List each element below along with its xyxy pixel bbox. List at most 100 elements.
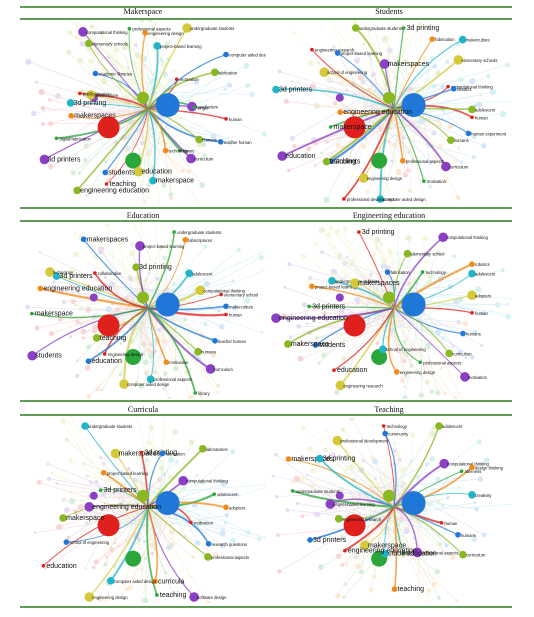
makerspace-hub-node [97, 514, 120, 537]
term-node [455, 531, 461, 538]
network-link [147, 305, 227, 311]
term-node [174, 77, 179, 81]
panel-title: Makerspace [123, 7, 163, 16]
term-label: technology [426, 270, 447, 275]
term-node [459, 469, 464, 473]
term-label: engineering design [148, 31, 184, 36]
students-hub-node [401, 491, 426, 516]
term-label: project-based learning [315, 284, 357, 289]
term-node [379, 345, 387, 353]
term-label: adolescent [475, 272, 496, 277]
students-hub-node [401, 292, 426, 317]
term-node [342, 197, 346, 201]
term-node [384, 269, 391, 275]
term-label: elementary schools [92, 41, 128, 46]
term-label: adolescent [192, 271, 213, 276]
term-node [328, 277, 336, 285]
term-node [119, 379, 129, 389]
term-label: professional aspects [423, 360, 461, 365]
term-node [59, 514, 67, 522]
network-link [393, 307, 466, 378]
term-label: humans [201, 350, 216, 355]
term-node [343, 548, 347, 553]
term-label: manufacture [195, 105, 219, 110]
term-node [381, 424, 386, 428]
term-label: labscriptures [188, 238, 212, 243]
term-node [84, 502, 95, 512]
term-label: fabrication [165, 451, 185, 456]
term-label: design thinking [475, 465, 504, 470]
term-node [399, 158, 406, 164]
network-link [344, 506, 395, 552]
term-node [332, 435, 343, 446]
term-node [85, 358, 92, 364]
term-node [307, 537, 313, 543]
term-label: engineering education [80, 187, 149, 194]
term-label: makerculture [94, 93, 119, 98]
term-label: undergraduate students [88, 424, 132, 429]
network-link [281, 107, 395, 157]
network-link [319, 457, 395, 508]
term-node [39, 154, 50, 165]
network-link [393, 236, 444, 309]
makerspace-hub-node [97, 314, 120, 337]
term-node [80, 236, 87, 243]
network-link [393, 506, 464, 556]
term-node [195, 135, 203, 144]
network-link [44, 108, 149, 161]
co-occurrence-network: motivation research questions professional… [33, 418, 266, 603]
network-link [393, 88, 454, 110]
term-node [332, 368, 336, 373]
network-link [49, 271, 149, 309]
network-link [88, 307, 149, 362]
term-node [185, 269, 194, 278]
term-node [469, 464, 475, 471]
section-divider [20, 220, 512, 222]
network-link [393, 38, 433, 110]
term-label: computational thinking [447, 462, 489, 467]
term-label: engineering education [43, 285, 112, 292]
network-link [393, 108, 447, 167]
term-node [224, 117, 228, 121]
term-label: professional aspects [420, 550, 458, 555]
term-label: undergraduate students [190, 26, 234, 31]
term-node [429, 36, 436, 42]
term-label: fabrication [435, 37, 455, 42]
term-node [92, 334, 101, 342]
term-label: professional aspects [132, 27, 170, 32]
term-label: education [337, 367, 367, 374]
term-label: technology [169, 149, 190, 154]
term-node [159, 450, 166, 457]
term-label: digital fabrication [59, 136, 91, 141]
term-node [52, 272, 61, 280]
network-link [393, 506, 398, 590]
term-label: education [46, 563, 76, 570]
network-link [343, 108, 395, 200]
network-link [292, 489, 394, 508]
term-label: school of engineering [386, 347, 426, 352]
students-hub-node [155, 93, 180, 118]
network-link [147, 231, 175, 309]
section-divider [20, 6, 512, 8]
term-node [152, 578, 158, 585]
term-label: 3d printers [47, 156, 81, 163]
network-link [325, 107, 395, 163]
term-node [198, 444, 207, 453]
term-node [335, 380, 346, 391]
term-node [467, 290, 477, 301]
term-label: humans [461, 533, 476, 538]
term-node [41, 564, 46, 568]
teaching-hub-node [137, 291, 149, 304]
term-label: education [91, 358, 121, 365]
term-label: makerspaces [291, 456, 333, 463]
term-node [309, 283, 315, 290]
term-label: adopters [475, 293, 491, 298]
term-label: 3d printers [104, 487, 138, 494]
term-label: adolescent [442, 424, 463, 429]
term-node [470, 115, 474, 120]
network-link [96, 307, 149, 339]
term-node [393, 369, 400, 375]
term-node [192, 105, 197, 110]
term-node [307, 304, 311, 309]
term-label: fabrication [391, 270, 411, 275]
